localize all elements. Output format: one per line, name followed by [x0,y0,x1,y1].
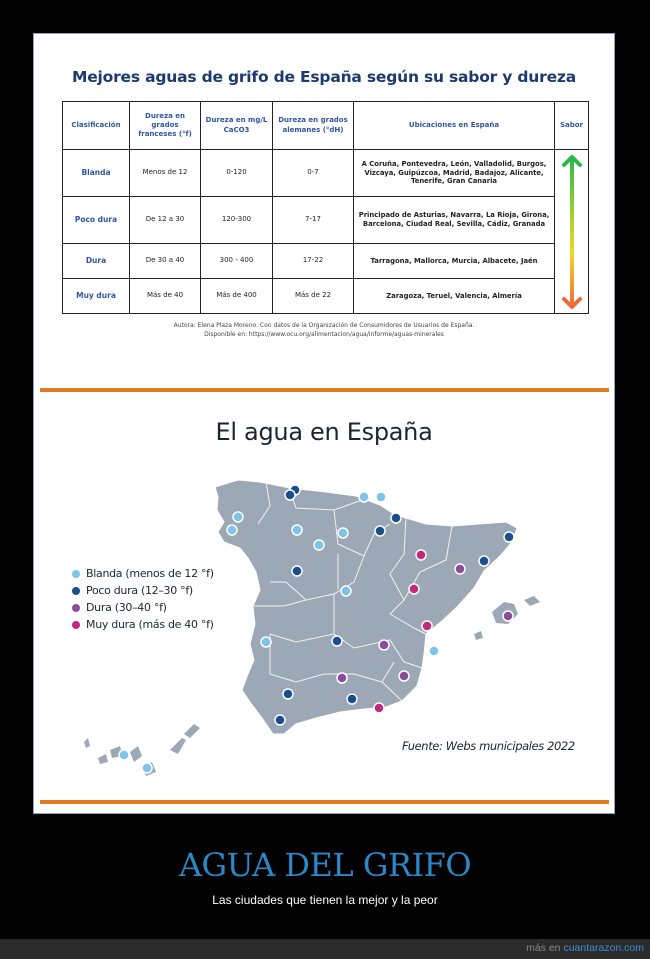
legend-dot-icon [72,620,80,629]
legend-dot-icon [72,569,80,578]
row-ubicaciones: Zaragoza, Teruel, Valencia, Almería [353,278,555,314]
header-ubicaciones: Ubicaciones en España [353,101,555,150]
table-title: Mejores aguas de grifo de España según s… [72,68,576,86]
infographic-frame: Mejores aguas de grifo de España según s… [33,33,615,814]
city-dot-tarragona [454,563,466,575]
city-dot-girona [503,531,515,543]
bottom-bar: más en cuantarazon.com [0,939,650,959]
legend-label: Poco dura (12–30 °f) [86,584,193,597]
site-link[interactable]: cuantarazon.com [563,942,644,954]
row-mgl: Más de 400 [200,278,273,314]
header-franceses: Dureza en grados franceses (°f) [129,101,201,150]
table-row: Dura De 30 a 40 300 - 400 17-22 Tarragon… [62,243,589,279]
sabor-cell [554,149,589,314]
city-dot-madrid [291,565,303,577]
table-row: Muy dura Más de 40 Más de 400 Más de 22 … [62,278,589,314]
header-clasificacion: Clasificación [62,101,130,150]
city-dot-ciudad-real [331,635,343,647]
legend-item: Blanda (menos de 12 °f) [72,565,214,582]
city-dot-jaen [336,672,348,684]
city-dot-sevilla [282,688,294,700]
city-dot-tenerife [118,749,130,761]
row-franceses: Menos de 12 [129,149,201,197]
divider-bottom [40,800,609,804]
city-dot-cadiz [274,714,286,726]
peninsula-shape [214,479,518,735]
legend-label: Blanda (menos de 12 °f) [86,567,214,580]
map-source: Fuente: Webs municipales 2022 [402,739,575,753]
city-dot-teruel [408,583,420,595]
city-dot-mallorca [502,610,514,622]
city-dot-asturias [284,489,296,501]
city-dot-murcia [398,670,410,682]
row-clasificacion: Dura [62,243,130,279]
city-dots [118,484,515,774]
city-dot-madrid [340,585,352,597]
city-dot-pontevedra [226,524,238,536]
caption-subtitle: Las ciudades que tienen la mejor y la pe… [212,893,438,907]
ibiza-shape [474,631,483,640]
legend-item: Dura (30–40 °f) [72,599,214,616]
city-dot-guipuzcoa [375,491,387,503]
spain-map [84,479,540,776]
region-borders [254,481,453,702]
city-dot-zaragoza [415,549,427,561]
city-dot-valladolid [313,539,325,551]
table-row: Poco dura De 12 a 30 120-300 7-17 Princi… [62,196,589,244]
row-alemanes: 7-17 [272,196,354,244]
city-dot-barcelona [478,555,490,567]
city-dot-navarra [390,512,402,524]
table-credits: Autora: Elena Plaza Moreno. Con datos de… [34,321,614,339]
row-clasificacion: Blanda [62,149,130,197]
hardness-table: Clasificación Dureza en grados franceses… [62,101,589,314]
city-dot-la-rioja [374,525,386,537]
city-dot-vizcaya [358,491,370,503]
row-clasificacion: Poco dura [62,196,130,244]
divider-top [40,388,609,392]
row-ubicaciones: Principado de Asturias, Navarra, La Rioj… [353,196,555,244]
city-dot-gran-canaria [141,762,153,774]
city-dot-burgos [337,527,349,539]
city-dot-valencia [421,620,433,632]
row-clasificacion: Muy dura [62,278,130,314]
site-credit-prefix: más en [526,942,561,954]
row-mgl: 120-300 [200,196,273,244]
legend-item: Poco dura (12–30 °f) [72,582,214,599]
city-dot-a-coruna [232,511,244,523]
header-sabor: Sabor [554,101,589,150]
legend-label: Muy dura (más de 40 °f) [86,618,214,631]
credits-url: Disponible en: https://www.ocu.org/alime… [204,331,444,338]
legend-label: Dura (30–40 °f) [86,601,167,614]
credits-author: Autora: Elena Plaza Moreno. Con datos de… [173,322,475,329]
city-dot-granada [346,693,358,705]
caption-title: AGUA DEL GRIFO [178,846,472,884]
city-dot-badajoz [260,636,272,648]
taste-gradient-arrow-icon [562,155,582,309]
legend-dot-icon [72,586,80,595]
site-credit: más en cuantarazon.com [526,942,644,954]
city-dot-albacete [378,639,390,651]
menorca-shape [524,596,540,606]
row-ubicaciones: Tarragona, Mallorca, Murcia, Albacete, J… [353,243,555,279]
legend-item: Muy dura (más de 40 °f) [72,616,214,633]
row-franceses: Más de 40 [129,278,201,314]
map-legend: Blanda (menos de 12 °f) Poco dura (12–30… [72,565,214,633]
map-title: El agua en España [215,418,433,446]
city-dot-leon [291,524,303,536]
city-dot-alicante [428,645,440,657]
row-franceses: De 12 a 30 [129,196,201,244]
legend-dot-icon [72,603,80,612]
city-dot-almeria [373,702,385,714]
